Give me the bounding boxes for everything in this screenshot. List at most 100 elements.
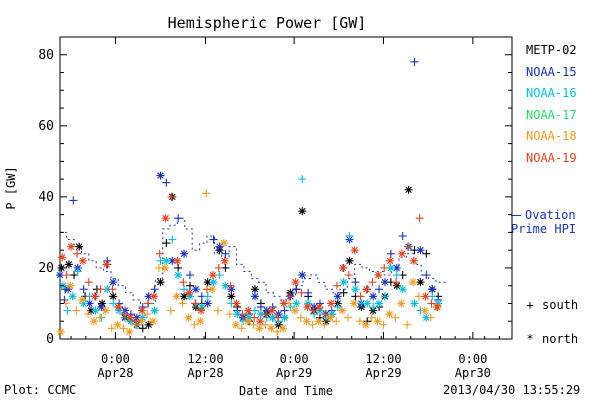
noaa-19-point [96,285,105,294]
noaa-18-point [143,310,152,319]
noaa-19-point [232,299,241,308]
noaa-15-point [375,285,384,294]
ovation-label-line1: Ovation [525,208,576,222]
metp-02-point [203,278,212,287]
noaa-18-point [426,313,435,322]
noaa-19-point [214,263,223,272]
noaa-18-point [219,239,228,248]
noaa-15-point [333,292,342,301]
noaa-18-point [332,317,341,326]
noaa-19-point [155,249,164,258]
noaa-16-point [410,299,419,308]
metp-02-point [64,260,73,269]
metp-02-point [70,271,79,280]
noaa-19-point [143,299,152,308]
noaa-19-point [220,256,229,265]
noaa-15-point [256,303,265,312]
noaa-18-point [279,324,288,333]
noaa-19-point [191,299,200,308]
noaa-18-point [409,278,418,287]
noaa-18-point [385,310,394,319]
noaa-19-point [244,306,253,315]
noaa-18-point [231,320,240,329]
south-marker-item: + south [524,298,578,332]
noaa-19-point [197,306,206,315]
noaa-18-point [338,306,347,315]
ovation-label-line2: Prime HPI [511,222,577,236]
noaa-18-point [89,317,98,326]
noaa-18-point [113,320,122,329]
x-tick-label-date: Apr28 [187,366,223,380]
noaa-15-point [85,299,94,308]
noaa-19-point [185,288,194,297]
noaa-19-point [72,249,81,258]
noaa-18-point [125,327,134,336]
noaa-19-point [303,303,312,312]
noaa-18-point [178,299,187,308]
noaa-18-point [379,320,388,329]
noaa-19-point [226,281,235,290]
metp-02-point [298,207,307,216]
noaa-18-point [225,310,234,319]
x-tick-label-time: 0:00 [101,352,130,366]
noaa-15-point [280,306,289,315]
noaa-18-point [66,281,75,290]
noaa-19-point [137,306,146,315]
noaa-15-point [79,285,88,294]
noaa-19-point [84,278,93,287]
noaa-16-point [375,299,384,308]
noaa-16-point [274,317,283,326]
metp-02-point [339,288,348,297]
noaa-19-point [356,292,365,301]
noaa-19-point [208,271,217,280]
noaa-18-point [190,320,199,329]
x-tick-label-date: Apr28 [97,366,133,380]
noaa-15-point [386,249,395,258]
noaa-19-point [250,313,259,322]
noaa-15-point [215,242,224,251]
noaa-19-point [350,246,359,255]
noaa-19-point [58,253,67,262]
noaa-18-point [56,327,65,336]
noaa-15-point [162,178,171,187]
noaa-18-point [261,320,270,329]
noaa-19-point [149,292,158,301]
noaa-19-point [327,299,336,308]
noaa-16-point [168,235,177,244]
noaa-18-point [296,313,305,322]
noaa-15-point [227,285,236,294]
noaa-19-point [62,271,71,280]
ovation-dash-icon [511,215,521,216]
noaa-16-point [180,285,189,294]
noaa-16-point [209,278,218,287]
noaa-19-point [368,278,377,287]
noaa-15-point [185,271,194,280]
asterisk-icon: * [526,332,534,346]
y-tick-label: 0 [46,332,54,347]
noaa-19-point [120,310,129,319]
noaa-18-point [255,324,264,333]
noaa-16-point [286,303,295,312]
noaa-19-point [409,256,418,265]
x-tick-label-date: Apr29 [276,366,312,380]
noaa-19-point [291,278,300,287]
noaa-19-point [173,256,182,265]
noaa-18-point [326,313,335,322]
noaa-18-point [196,317,205,326]
noaa-19-point [262,310,271,319]
noaa-19-point [297,288,306,297]
noaa-15-point [410,57,419,66]
noaa-19-point [161,214,170,223]
metp-02-point [404,185,413,194]
legend-item-noaa-18: NOAA-18 [526,129,577,143]
noaa-18-point [320,320,329,329]
metp-02-point [162,239,171,248]
noaa-15-point [174,214,183,223]
noaa-18-point [267,324,276,333]
noaa-16-point [380,292,389,301]
noaa-19-point [397,249,406,258]
ovation-legend: Ovation Prime HPI [511,208,600,236]
noaa-18-point [214,306,223,315]
plot-credit: Plot: CCMC [4,383,77,397]
